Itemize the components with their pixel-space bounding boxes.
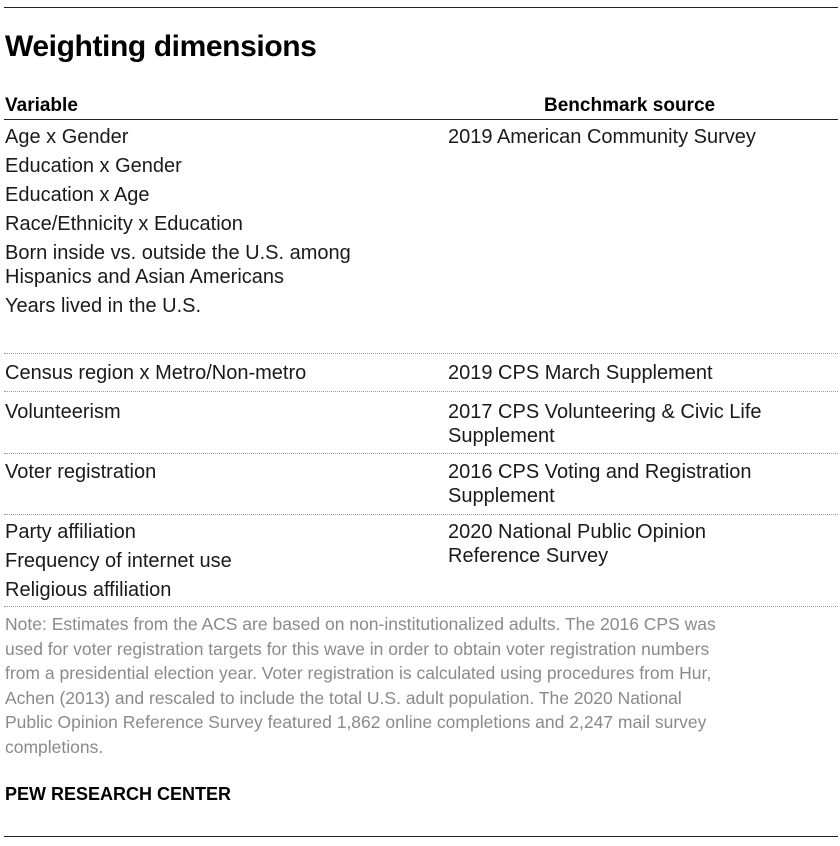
variable-cell: Voter registration: [5, 460, 425, 484]
row-divider: [4, 453, 838, 454]
source-cell: 2017 CPS Volunteering & Civic Life Suppl…: [448, 400, 833, 448]
source-line: Reference Survey: [448, 545, 609, 567]
top-rule: [4, 7, 838, 8]
variable-line: Census region x Metro/Non-metro: [5, 362, 307, 384]
variable-line: Party affiliation: [5, 521, 136, 543]
source-cell: 2016 CPS Voting and Registration Supplem…: [448, 460, 833, 508]
column-header-variable: Variable: [5, 95, 78, 116]
source-line: 2017 CPS Volunteering & Civic Life: [448, 401, 762, 423]
variable-line: Voter registration: [5, 461, 157, 483]
header-rule: [4, 119, 838, 120]
row-divider: [4, 606, 838, 607]
variable-line: Hispanics and Asian Americans: [5, 266, 285, 288]
variable-cell: Party affiliation Frequency of internet …: [5, 520, 425, 607]
variable-line: Religious affiliation: [5, 579, 172, 601]
variable-line: Education x Age: [5, 184, 150, 206]
row-divider: [4, 391, 838, 392]
footnote-line: completions.: [5, 736, 104, 757]
source-cell: 2020 National Public Opinion Reference S…: [448, 520, 833, 568]
bottom-rule: [4, 836, 838, 837]
row-divider: [4, 514, 838, 515]
source-line: 2016 CPS Voting and Registration: [448, 461, 752, 483]
source-line: 2019 CPS March Supplement: [448, 362, 713, 384]
footnote-line: Achen (2013) and rescaled to include the…: [5, 687, 682, 708]
variable-line: Race/Ethnicity x Education: [5, 213, 243, 235]
variable-line: Education x Gender: [5, 155, 182, 177]
source-line: Supplement: [448, 425, 555, 447]
variable-cell: Age x Gender Education x Gender Educatio…: [5, 125, 425, 323]
footnote-line: Public Opinion Reference Survey featured…: [5, 712, 707, 732]
source-cell: 2019 American Community Survey: [448, 125, 833, 149]
footnote-line: Note: Estimates from the ACS are based o…: [5, 614, 716, 634]
footnote-line: used for voter registration targets for …: [5, 638, 710, 659]
source-line: 2019 American Community Survey: [448, 126, 756, 148]
footnote-line: from a presidential election year. Voter…: [5, 663, 712, 683]
source-cell: 2019 CPS March Supplement: [448, 361, 833, 385]
source-line: 2020 National Public Opinion: [448, 521, 706, 543]
variable-line: Age x Gender: [5, 126, 129, 148]
variable-line: Born inside vs. outside the U.S. among: [5, 242, 351, 264]
column-header-source: Benchmark source: [544, 95, 716, 116]
source-line: Supplement: [448, 485, 555, 507]
variable-line: Frequency of internet use: [5, 550, 232, 572]
variable-cell: Volunteerism: [5, 400, 425, 424]
footnote: Note: Estimates from the ACS are based o…: [5, 612, 835, 759]
page-title: Weighting dimensions: [5, 30, 317, 63]
variable-line: Years lived in the U.S.: [5, 295, 202, 317]
variable-cell: Census region x Metro/Non-metro: [5, 361, 425, 385]
variable-line: Volunteerism: [5, 401, 121, 423]
source-credit: PEW RESEARCH CENTER: [5, 784, 232, 804]
row-divider: [4, 353, 838, 354]
